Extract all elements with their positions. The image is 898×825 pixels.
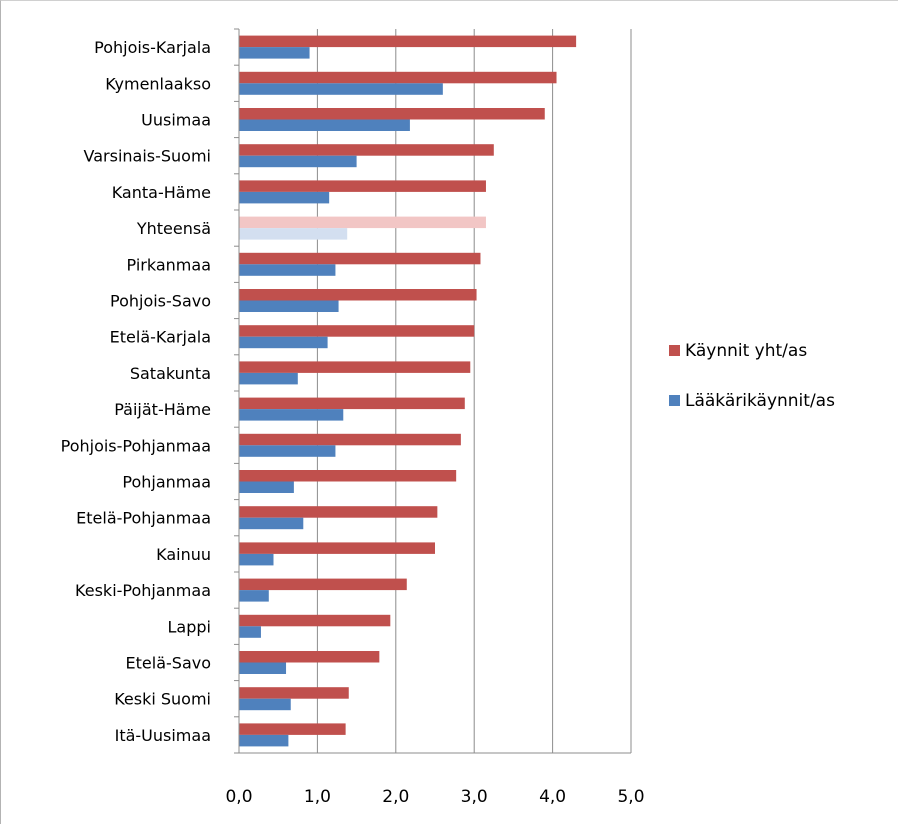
bar-kaynnit-yht-as-kymenlaakso [239, 71, 557, 84]
category-label-yhteensa: Yhteensä [136, 219, 211, 238]
x-tick-label: 2,0 [382, 787, 409, 807]
bar-laakarikaynnit-as-etela-savo [239, 662, 287, 674]
bar-laakarikaynnit-as-pirkanmaa [239, 264, 336, 276]
category-label-etela-savo: Etelä-Savo [126, 654, 211, 673]
category-label-etela-karjala: Etelä-Karjala [110, 328, 211, 347]
bar-laakarikaynnit-as-pohjois-savo [239, 300, 339, 312]
bar-kaynnit-yht-as-keski-suomi [239, 687, 349, 699]
category-label-pirkanmaa: Pirkanmaa [127, 255, 211, 274]
category-label-pohjois-pohjanmaa: Pohjois-Pohjanmaa [61, 436, 211, 455]
bar-kaynnit-yht-as-satakunta [239, 361, 471, 373]
bar-laakarikaynnit-as-pohjois-pohjanmaa [239, 445, 336, 457]
category-label-pohjanmaa: Pohjanmaa [122, 473, 211, 492]
bar-kaynnit-yht-as-etela-pohjanmaa [239, 506, 438, 518]
bar-kaynnit-yht-as-pohjois-karjala [239, 35, 577, 48]
legend-label-laakarikaynnit-as: Lääkärikäynnit/as [685, 391, 835, 411]
bar-laakarikaynnit-as-kainuu [239, 553, 274, 566]
bar-kaynnit-yht-as-yhteensa [239, 216, 486, 229]
bar-laakarikaynnit-as-etela-pohjanmaa [239, 517, 304, 530]
category-label-keski-pohjanmaa: Keski-Pohjanmaa [75, 581, 211, 600]
bar-kaynnit-yht-as-pohjanmaa [239, 470, 457, 482]
category-label-ita-uusimaa: Itä-Uusimaa [115, 726, 211, 745]
category-label-etela-pohjanmaa: Etelä-Pohjanmaa [76, 509, 211, 528]
bar-laakarikaynnit-as-etela-karjala [239, 336, 328, 349]
bar-kaynnit-yht-as-pohjois-savo [239, 289, 477, 301]
bar-kaynnit-yht-as-keski-pohjanmaa [239, 578, 407, 591]
bar-kaynnit-yht-as-ita-uusimaa [239, 723, 346, 735]
bar-kaynnit-yht-as-kanta-hame [239, 180, 486, 192]
category-label-varsinais-suomi: Varsinais-Suomi [84, 147, 211, 166]
category-label-paijat-hame: Päijät-Häme [114, 400, 211, 419]
bar-laakarikaynnit-as-kanta-hame [239, 191, 330, 204]
gridlines [316, 29, 632, 753]
bar-kaynnit-yht-as-uusimaa [239, 108, 545, 120]
category-label-lappi: Lappi [168, 617, 211, 636]
category-labels: Pohjois-Karjala Kymenlaakso Uusimaa Varsina… [61, 38, 211, 745]
bar-laakarikaynnit-as-lappi [239, 626, 261, 638]
category-label-pohjois-savo: Pohjois-Savo [110, 292, 211, 311]
x-tick-label: 0,0 [225, 787, 252, 807]
bar-laakarikaynnit-as-uusimaa [239, 119, 410, 131]
category-label-kainuu: Kainuu [156, 545, 211, 564]
bar-kaynnit-yht-as-etela-savo [239, 651, 380, 663]
legend-swatch-kaynnit-yht-as [669, 345, 680, 356]
x-tick-labels: 0,0 1,0 2,0 3,0 4,0 5,0 [225, 787, 644, 807]
bar-kaynnit-yht-as-varsinais-suomi [239, 144, 494, 156]
legend-swatch-laakarikaynnit-as [669, 395, 680, 406]
legend: Käynnit yht/as Lääkärikäynnit/as [669, 341, 835, 411]
bar-laakarikaynnit-as-kymenlaakso [239, 83, 443, 95]
bar-kaynnit-yht-as-pohjois-pohjanmaa [239, 433, 461, 446]
bar-laakarikaynnit-as-ita-uusimaa [239, 734, 289, 747]
bar-kaynnit-yht-as-paijat-hame [239, 397, 465, 410]
bar-laakarikaynnit-as-keski-pohjanmaa [239, 590, 269, 602]
axes [234, 28, 631, 754]
x-tick-label: 1,0 [304, 787, 331, 807]
bar-kaynnit-yht-as-pirkanmaa [239, 252, 481, 265]
category-label-pohjois-karjala: Pohjois-Karjala [94, 38, 211, 57]
bar-laakarikaynnit-as-satakunta [239, 372, 298, 385]
category-label-keski-suomi: Keski Suomi [114, 690, 211, 709]
x-tick-label: 3,0 [461, 787, 488, 807]
bar-laakarikaynnit-as-pohjois-karjala [239, 47, 310, 59]
bar-laakarikaynnit-as-paijat-hame [239, 409, 344, 421]
bar-kaynnit-yht-as-lappi [239, 614, 391, 627]
legend-label-kaynnit-yht-as: Käynnit yht/as [685, 341, 807, 361]
bar-laakarikaynnit-as-varsinais-suomi [239, 155, 357, 168]
bar-kaynnit-yht-as-etela-karjala [239, 325, 475, 337]
bar-laakarikaynnit-as-keski-suomi [239, 698, 291, 711]
bar-laakarikaynnit-as-yhteensa [239, 228, 348, 240]
category-label-satakunta: Satakunta [130, 364, 211, 383]
bars [239, 35, 577, 747]
category-label-kymenlaakso: Kymenlaakso [105, 74, 211, 93]
category-label-uusimaa: Uusimaa [141, 111, 211, 130]
category-label-kanta-hame: Kanta-Häme [112, 183, 211, 202]
x-tick-label: 5,0 [617, 787, 644, 807]
bar-laakarikaynnit-as-pohjanmaa [239, 481, 294, 493]
bar-kaynnit-yht-as-kainuu [239, 542, 435, 554]
x-tick-label: 4,0 [539, 787, 566, 807]
